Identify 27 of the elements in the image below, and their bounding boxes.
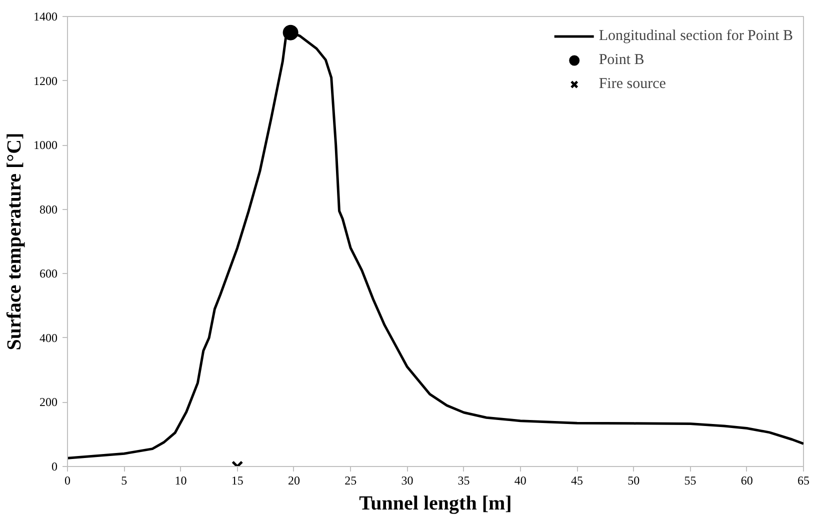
y-tick-label: 800 bbox=[40, 202, 58, 216]
y-tick-label: 200 bbox=[40, 395, 58, 410]
x-tick-label: 45 bbox=[571, 474, 584, 488]
y-tick-label: 400 bbox=[40, 330, 58, 345]
x-tick-label: 25 bbox=[344, 474, 357, 488]
x-tick-label: 10 bbox=[174, 474, 187, 488]
legend-label: Fire source bbox=[598, 76, 666, 92]
legend-label: Longitudinal section for Point B bbox=[598, 28, 793, 44]
x-tick-label: 50 bbox=[628, 474, 640, 488]
x-tick-label: 60 bbox=[740, 474, 753, 488]
x-tick-label: 5 bbox=[121, 474, 128, 488]
x-tick-label: 35 bbox=[458, 474, 470, 488]
y-axis-title: Surface temperature [°C] bbox=[4, 132, 26, 350]
y-tick-label: 1400 bbox=[34, 10, 58, 24]
x-tick-label: 0 bbox=[64, 474, 70, 488]
y-tick-label: 1200 bbox=[34, 74, 58, 88]
legend-label: Point B bbox=[598, 52, 644, 68]
x-tick-label: 30 bbox=[401, 474, 414, 488]
x-tick-label: 40 bbox=[514, 474, 526, 488]
y-tick-label: 600 bbox=[40, 266, 58, 281]
x-tick-label: 20 bbox=[288, 474, 300, 488]
x-tick-label: 55 bbox=[684, 474, 696, 488]
x-tick-label: 65 bbox=[798, 474, 810, 488]
y-tick-label: 1000 bbox=[34, 138, 58, 152]
x-tick-label: 15 bbox=[231, 474, 244, 488]
y-tick-label: 0 bbox=[52, 460, 58, 474]
x-axis-title: Tunnel length [m] bbox=[359, 492, 512, 514]
